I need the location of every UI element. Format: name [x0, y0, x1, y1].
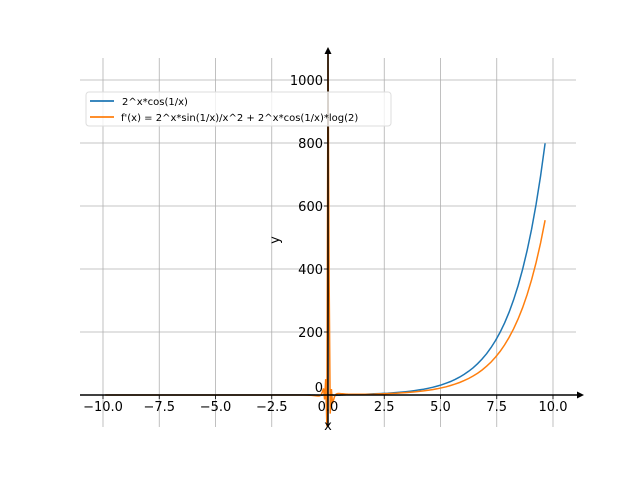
- x-tick-label: 2.5: [374, 400, 395, 415]
- y-tick-label: 400: [298, 263, 323, 278]
- y-tick-label: 800: [298, 137, 323, 152]
- legend-label-1: f'(x) = 2^x*sin(1/x)/x^2 + 2^x*cos(1/x)*…: [121, 113, 358, 124]
- y-axis-arrow-icon: [324, 47, 332, 54]
- y-tick-label: 1000: [290, 74, 323, 89]
- legend: 2^x*cos(1/x) f'(x) = 2^x*sin(1/x)/x^2 + 2…: [85, 91, 392, 127]
- y-tick-label: 0: [315, 381, 323, 396]
- x-tick-label: 10.0: [539, 400, 568, 415]
- legend-label-0: 2^x*cos(1/x): [122, 97, 188, 108]
- x-tick-label: 7.5: [486, 400, 507, 415]
- x-tick-label: −10.0: [83, 400, 123, 415]
- y-axis-label: y: [268, 236, 283, 244]
- x-tick-label: 5.0: [430, 400, 451, 415]
- ticks: −10.0 −7.5 −5.0 −2.5 0.0 2.5 5.0 7.5 10.0 0 200 400…: [83, 74, 567, 415]
- x-tick-label: 0.0: [318, 400, 339, 415]
- y-tick-label: 600: [298, 200, 323, 215]
- x-axis-label: x: [324, 419, 332, 434]
- x-tick-label: −5.0: [200, 400, 232, 415]
- x-tick-label: −7.5: [143, 400, 175, 415]
- legend-box: [85, 91, 392, 127]
- y-tick-label: 200: [298, 326, 323, 341]
- x-axis-arrow-icon: [577, 391, 584, 399]
- x-tick-label: −2.5: [256, 400, 288, 415]
